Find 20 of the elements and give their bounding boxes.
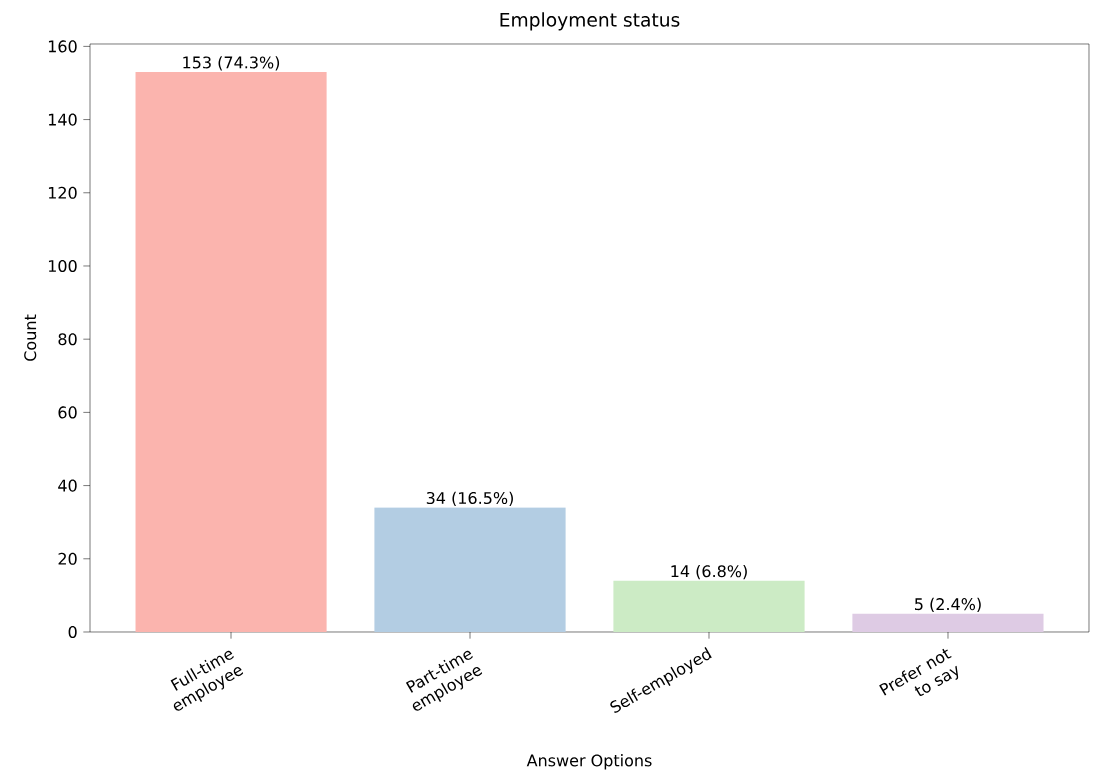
y-tick-label: 160 — [48, 40, 77, 53]
bar — [613, 580, 805, 632]
bar — [374, 507, 566, 632]
y-tick-label: 60 — [58, 406, 77, 419]
data-label: 5 (2.4%) — [915, 597, 981, 613]
y-tick-label: 140 — [48, 113, 77, 126]
data-label: 153 (74.3%) — [183, 56, 280, 71]
y-tick-label: 0 — [68, 625, 77, 639]
bar — [135, 72, 327, 632]
data-label: 14 (6.8%) — [671, 564, 747, 580]
y-tick-label: 40 — [58, 479, 77, 492]
data-label: 34 (16.5%) — [426, 491, 513, 506]
chart-title: Employment status — [500, 12, 680, 31]
y-tick-label: 80 — [58, 333, 77, 346]
x-axis-title: Answer Options — [526, 754, 652, 770]
bar — [852, 613, 1044, 632]
y-axis-title: Count — [24, 314, 37, 361]
y-tick-label: 100 — [48, 259, 77, 273]
y-tick-label: 120 — [48, 186, 77, 199]
y-tick-label: 20 — [58, 552, 77, 565]
